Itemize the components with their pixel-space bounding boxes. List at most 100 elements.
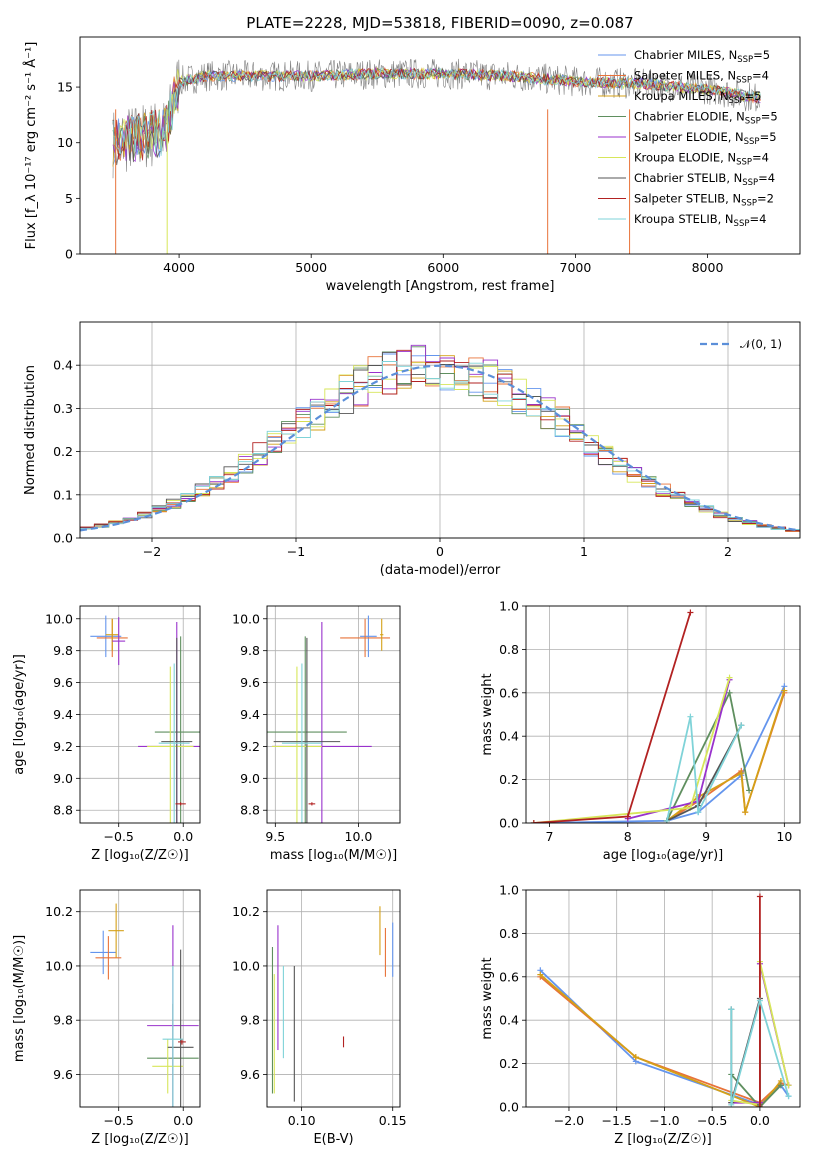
panel-mass_vs_ebv: 0.10 0.15 9.6 9.8 10.0 10.2 E(B-V) <box>232 889 407 1147</box>
plot-area <box>537 893 792 1107</box>
x-tick-label: 0.10 <box>288 1113 316 1128</box>
x-axis-label: wavelength [Angstrom, rest frame] <box>326 279 555 294</box>
y-tick-label: 9.6 <box>53 1067 73 1082</box>
mass-weight-marker <box>728 1006 735 1013</box>
y-tick-label: 0.6 <box>499 685 519 700</box>
x-tick-label: −1.0 <box>649 1113 679 1128</box>
y-tick-label: 9.6 <box>240 675 260 690</box>
y-tick-label: 8.8 <box>53 803 73 818</box>
mass-weight-line <box>666 716 743 821</box>
mass-weight-marker <box>756 997 763 1004</box>
mass-weight-marker <box>530 820 537 823</box>
grid <box>267 606 400 823</box>
y-tick-label: 10.0 <box>232 611 260 626</box>
model-spectrum-line <box>112 67 761 156</box>
y-tick-label: 0.3 <box>53 401 73 416</box>
plot-area <box>271 906 394 1102</box>
mass-weight-marker <box>785 1082 792 1089</box>
axes-frame <box>79 889 201 1108</box>
axes-frame <box>525 889 801 1108</box>
x-tick-label: 1 <box>580 544 588 559</box>
panel-spectrum: 4000 5000 6000 7000 8000 0 5 10 15 Flux [f_λ 10⁻¹… <box>23 36 801 294</box>
legend-entry: Kroupa ELODIE, NSSP=4 <box>634 151 769 168</box>
y-tick-label: 10.0 <box>45 958 73 973</box>
x-tick-label: 0.15 <box>379 1113 407 1128</box>
mass-weight-marker <box>756 893 763 900</box>
panel-age_vs_Z: −0.5 0.0 8.8 9.0 9.2 9.4 9.6 9.8 10.0 age [log₁₀(… <box>12 605 201 863</box>
x-axis-label: (data-model)/error <box>380 563 501 578</box>
y-tick-label: 10.0 <box>45 611 73 626</box>
legend-entry: Chabrier MILES, NSSP=5 <box>634 48 770 65</box>
y-tick-label: 9.2 <box>53 739 73 754</box>
y-axis-label: mass weight <box>480 673 495 755</box>
x-tick-label: 2 <box>724 544 732 559</box>
x-axis-label: Z [log₁₀(Z/Z☉)] <box>91 848 188 863</box>
y-tick-label: 0.2 <box>53 444 73 459</box>
mass-weight-marker <box>726 674 733 681</box>
y-tick-label: 9.0 <box>240 771 260 786</box>
residual-histogram <box>80 351 800 532</box>
x-tick-label: 0.0 <box>173 1113 193 1128</box>
mass-weight-marker <box>726 689 733 696</box>
mass-weight-line <box>730 1073 782 1107</box>
legend-normal-label: 𝒩(0, 1) <box>740 337 782 351</box>
legend-entry: Salpeter ELODIE, NSSP=5 <box>634 130 777 147</box>
legend-entry: Kroupa STELIB, NSSP=4 <box>634 212 766 229</box>
plot-area <box>112 58 761 254</box>
mass-weight-marker <box>742 809 749 816</box>
x-tick-label: 7 <box>546 829 554 844</box>
x-axis-label: E(B-V) <box>313 1132 353 1147</box>
figure-title: PLATE=2228, MJD=53818, FIBERID=0090, z=0… <box>246 14 633 32</box>
normal-curve <box>80 364 800 532</box>
x-tick-label: 8000 <box>692 260 724 275</box>
mass-weight-marker <box>756 1104 763 1107</box>
y-axis-label: mass [log₁₀(M/M☉)] <box>12 935 27 1062</box>
axes-frame <box>266 605 401 824</box>
x-tick-label: 0 <box>436 544 444 559</box>
y-tick-label: 0.6 <box>499 969 519 984</box>
y-axis-label: Flux [f_λ 10⁻¹⁷ erg cm⁻² s⁻¹ Å⁻¹] <box>23 42 39 250</box>
x-tick-label: 9.5 <box>265 829 285 844</box>
x-tick-label: 7000 <box>560 260 592 275</box>
y-tick-label: 9.2 <box>240 739 260 754</box>
x-tick-label: 0.0 <box>173 829 193 844</box>
y-tick-label: 15 <box>57 80 73 95</box>
legend-entry: Salpeter MILES, NSSP=4 <box>634 69 769 86</box>
x-tick-label: 4000 <box>163 260 195 275</box>
x-tick-label: 10.0 <box>345 829 373 844</box>
y-tick-label: 10.0 <box>232 958 260 973</box>
y-tick-label: 1.0 <box>499 883 519 898</box>
x-tick-label: −0.5 <box>104 1113 134 1128</box>
mass-weight-marker <box>777 1082 784 1089</box>
mass-weight-marker <box>781 687 788 694</box>
y-tick-label: 0.8 <box>499 926 519 941</box>
mass-weight-marker <box>695 809 702 816</box>
x-tick-label: 8 <box>624 829 632 844</box>
x-tick-label: −0.5 <box>697 1113 727 1128</box>
x-tick-label: −2.0 <box>554 1113 584 1128</box>
plot-area <box>530 609 788 823</box>
y-tick-label: 0.2 <box>499 1056 519 1071</box>
panel-residuals: −2 −1 0 1 2 0.0 0.1 0.2 0.3 0.4 Normed distributio… <box>23 321 801 578</box>
y-tick-label: 0.4 <box>53 358 73 373</box>
mass-weight-marker <box>746 787 753 794</box>
x-tick-label: −0.5 <box>104 829 134 844</box>
x-axis-label: Z [log₁₀(Z/Z☉)] <box>614 1132 711 1147</box>
grid <box>80 890 200 1107</box>
panel-mass_weight_vs_age: 7 8 9 10 0.0 0.2 0.4 0.6 0.8 1.0 mass weight age [l… <box>480 599 801 863</box>
y-axis-label: mass weight <box>480 957 495 1039</box>
y-tick-label: 0.4 <box>499 729 519 744</box>
mass-weight-marker <box>687 713 694 720</box>
mass-weight-marker <box>537 971 544 978</box>
y-tick-label: 0.1 <box>53 487 73 502</box>
axes-frame <box>79 605 201 824</box>
plot-area <box>80 344 800 532</box>
y-tick-label: 0.4 <box>499 1013 519 1028</box>
y-axis-label: age [log₁₀(age/yr)] <box>12 654 27 775</box>
legend: Chabrier MILES, NSSP=5 Salpeter MILES, NS… <box>598 48 778 229</box>
y-tick-label: 10.2 <box>45 904 73 919</box>
y-tick-label: 9.8 <box>53 1013 73 1028</box>
y-tick-label: 0.0 <box>499 816 519 831</box>
mass-weight-line <box>730 997 790 1106</box>
